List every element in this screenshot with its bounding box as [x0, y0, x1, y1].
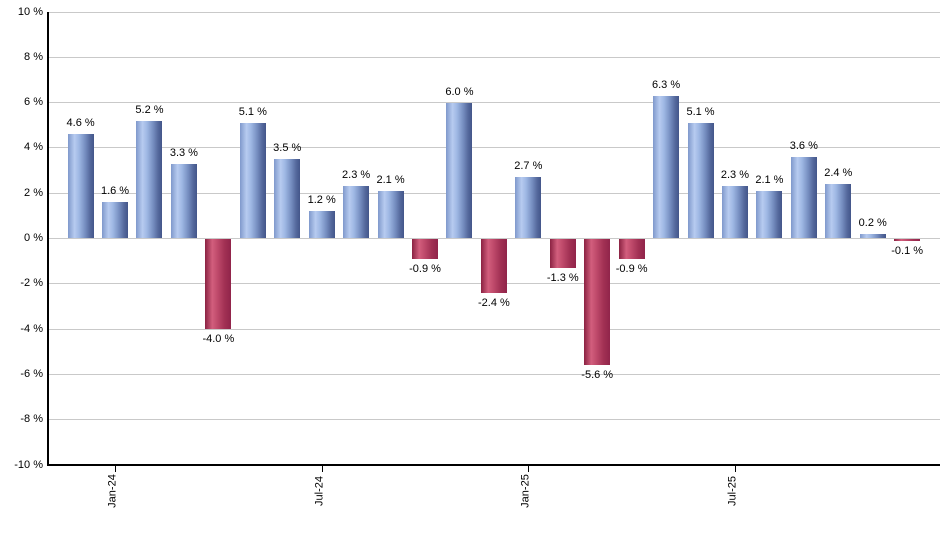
- bar-value-label: 6.0 %: [445, 85, 474, 98]
- x-tick-label: Jan-24: [106, 474, 119, 508]
- x-tick: [528, 465, 530, 472]
- x-tick-label: Jul-24: [313, 476, 326, 506]
- y-tick-label: -8 %: [20, 413, 43, 426]
- y-tick-label: -2 %: [20, 277, 43, 290]
- gridline-6: [48, 102, 940, 104]
- bar: [136, 120, 163, 239]
- bar-value-label: 2.7 %: [514, 160, 543, 173]
- bar: [584, 238, 611, 366]
- bar: [894, 238, 921, 241]
- bar-value-label: 3.3 %: [169, 146, 198, 159]
- bar: [480, 238, 507, 293]
- bar-value-label: 5.2 %: [135, 103, 164, 116]
- bar-value-label: 2.3 %: [342, 169, 371, 182]
- gridline--6: [48, 373, 940, 375]
- bar: [308, 211, 335, 239]
- bar: [274, 159, 301, 239]
- bar: [67, 134, 94, 239]
- y-tick-label: 10 %: [17, 5, 43, 18]
- y-tick-label: -4 %: [20, 322, 43, 335]
- y-tick-label: 0 %: [24, 232, 43, 244]
- bar: [790, 156, 817, 239]
- gridline-2: [48, 192, 940, 194]
- bar-value-label: 2.4 %: [824, 167, 853, 180]
- bar: [687, 122, 714, 239]
- gridline--8: [48, 419, 940, 421]
- bar-value-label: 2.1 %: [755, 173, 784, 186]
- bar-value-label: -0.9 %: [409, 262, 441, 275]
- bar-value-label: -0.9 %: [615, 262, 648, 275]
- bar-value-label: 3.6 %: [789, 139, 818, 152]
- bar-value-label: -0.1 %: [891, 244, 924, 257]
- y-tick-label: -10 %: [14, 458, 43, 471]
- bar-value-label: 1.6 %: [100, 185, 130, 198]
- x-tick-label: Jul-25: [726, 476, 739, 506]
- bar-value-label: 0.2 %: [858, 216, 887, 229]
- bar: [618, 238, 645, 259]
- gridline-8: [48, 56, 940, 58]
- bar-value-label: 5.1 %: [238, 105, 267, 118]
- bar: [377, 190, 404, 239]
- bar-value-label: -5.6 %: [581, 369, 614, 382]
- bar: [756, 190, 783, 239]
- gridline-10: [48, 11, 940, 13]
- x-tick: [734, 465, 736, 472]
- bar: [549, 238, 576, 268]
- bar: [102, 202, 129, 239]
- y-tick-label: 2 %: [24, 186, 43, 199]
- bar-value-label: -1.3 %: [546, 271, 579, 284]
- bar: [170, 163, 197, 239]
- bar: [859, 233, 886, 239]
- bar-value-label: 2.1 %: [376, 173, 405, 186]
- bar: [343, 186, 370, 239]
- gridline-4: [48, 147, 940, 149]
- bar: [825, 184, 852, 239]
- x-tick-label: Jan-25: [519, 474, 532, 508]
- bar-value-label: 3.5 %: [273, 142, 302, 155]
- bar: [412, 238, 438, 259]
- bar: [446, 102, 473, 239]
- bar-value-label: 1.2 %: [307, 194, 336, 207]
- bar-value-label: -4.0 %: [202, 333, 235, 346]
- bar-value-label: 5.1 %: [686, 105, 715, 118]
- bar: [515, 177, 542, 239]
- bar: [239, 122, 266, 239]
- bar: [721, 186, 748, 239]
- y-tick-label: 8 %: [24, 50, 43, 63]
- y-tick-label: 6 %: [24, 96, 43, 109]
- bar-value-label: -2.4 %: [477, 296, 510, 309]
- y-tick-label: 4 %: [24, 141, 43, 154]
- y-axis-line: [47, 12, 49, 465]
- bar: [653, 95, 680, 239]
- y-tick-label: -6 %: [20, 367, 43, 380]
- bar-value-label: 4.6 %: [66, 117, 95, 130]
- bar-value-label: 6.3 %: [652, 78, 681, 91]
- gridline--4: [48, 328, 940, 330]
- x-tick: [115, 465, 117, 472]
- x-axis-line: [47, 464, 940, 466]
- bar-value-label: 2.3 %: [720, 169, 750, 182]
- bar: [205, 238, 232, 330]
- x-tick: [321, 465, 323, 472]
